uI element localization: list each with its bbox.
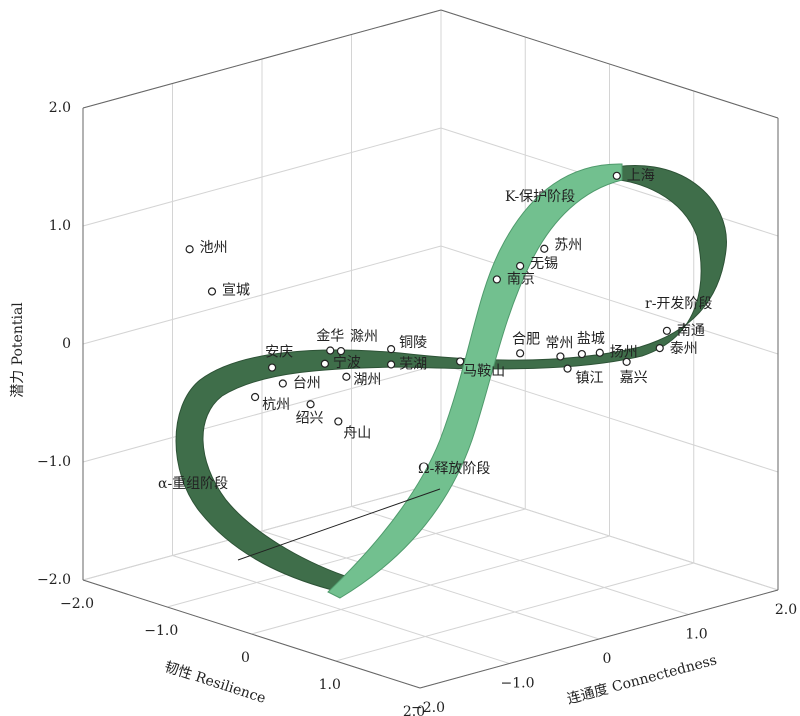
city-label: 扬州 <box>610 345 638 361</box>
city-label: 舟山 <box>343 425 371 441</box>
city-label: 湖州 <box>353 372 381 388</box>
grid-line <box>335 562 694 662</box>
y-tick-label: 0 <box>241 650 250 666</box>
city-label: 杭州 <box>262 397 290 413</box>
city-label: 池州 <box>200 240 228 256</box>
city-label: 铜陵 <box>399 335 427 351</box>
city-point <box>563 364 572 373</box>
city-label: 上海 <box>627 168 655 184</box>
city-point <box>662 326 672 335</box>
city-label: 南通 <box>677 323 705 339</box>
pointer-line <box>237 488 441 561</box>
city-point <box>556 352 565 361</box>
z-tick-label: 1.0 <box>49 218 71 234</box>
city-point <box>334 417 343 426</box>
x-tick-label: 0 <box>603 651 612 667</box>
city-point <box>595 348 604 357</box>
city-point <box>516 261 525 271</box>
city-point <box>655 344 664 353</box>
city-label: 南京 <box>507 271 535 287</box>
city-label: 宣城 <box>222 282 250 298</box>
city-label: 合肥 <box>512 331 540 347</box>
phase-label: r-开发阶段 <box>645 296 712 312</box>
city-point <box>278 379 287 388</box>
city-label: 滁州 <box>350 329 378 345</box>
grid-line <box>251 535 610 635</box>
city-label: 芜湖 <box>399 356 427 373</box>
x-tick-label: −2.0 <box>411 700 445 716</box>
z-tick-label: 2.0 <box>49 100 71 116</box>
city-point <box>516 349 525 358</box>
city-point <box>306 400 315 409</box>
city-point <box>577 349 586 359</box>
y-tick-label: −1.0 <box>144 623 178 639</box>
city-label: 绍兴 <box>296 410 324 426</box>
city-point <box>622 357 631 366</box>
z-axis-title: 潜力 Potential <box>10 302 26 398</box>
city-label: 安庆 <box>265 345 293 361</box>
box-edge <box>82 9 442 109</box>
city-point <box>342 372 351 381</box>
z-tick-label: 0 <box>62 336 71 352</box>
city-label: 盐城 <box>577 331 605 347</box>
phase-label: α-重组阶段 <box>158 476 228 492</box>
city-point <box>492 275 501 284</box>
city-point <box>320 359 329 368</box>
city-label: 无锡 <box>530 256 558 272</box>
city-label: 马鞍山 <box>463 363 505 379</box>
box-edge <box>440 9 779 119</box>
y-tick-label: 1.0 <box>319 677 341 693</box>
x-tick-label: 2.0 <box>775 602 797 618</box>
y-tick-label: −2.0 <box>60 596 94 612</box>
grid-line <box>82 481 442 581</box>
x-tick-label: 1.0 <box>685 627 707 643</box>
box-edge <box>82 579 421 689</box>
x-tick-label: −1.0 <box>501 676 535 692</box>
z-tick-label: −2.0 <box>37 572 71 588</box>
phase-label: Ω-释放阶段 <box>418 461 490 477</box>
city-label: 镇江 <box>576 371 604 387</box>
city-label: 嘉兴 <box>620 370 648 386</box>
city-point <box>185 245 194 254</box>
city-point <box>267 363 277 372</box>
z-tick-label: −1.0 <box>37 454 71 470</box>
city-point <box>612 171 621 180</box>
city-label: 宁波 <box>333 354 361 371</box>
y-axis-title: 韧性 Resilience <box>162 659 267 707</box>
box-edge <box>419 589 779 689</box>
city-label: 泰州 <box>670 341 698 357</box>
city-point <box>336 346 346 356</box>
city-point <box>387 360 396 369</box>
city-point <box>387 345 396 354</box>
city-point <box>456 357 465 366</box>
ribbon-front <box>327 163 623 599</box>
grid-line <box>167 508 526 608</box>
city-label: 苏州 <box>554 238 582 254</box>
x-axis-title: 连通度 Connectedness <box>565 652 718 707</box>
city-point <box>540 244 549 253</box>
y-tick-label: 2.0 <box>403 704 425 716</box>
phase-label: K-保护阶段 <box>505 189 575 205</box>
city-label: 常州 <box>545 335 573 351</box>
city-label: 金华 <box>316 328 344 344</box>
city-point <box>207 287 217 296</box>
city-point <box>326 346 335 355</box>
city-label: 台州 <box>293 376 321 392</box>
city-point <box>250 392 260 402</box>
